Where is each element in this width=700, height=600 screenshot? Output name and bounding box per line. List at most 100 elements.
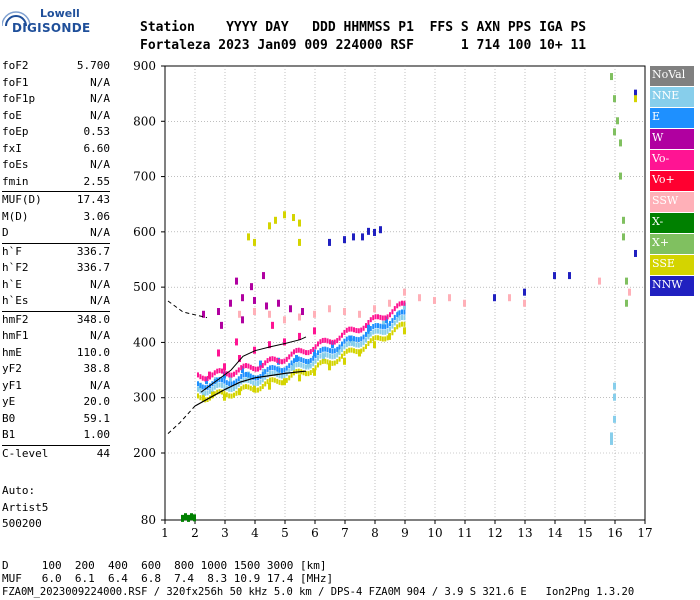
param-row: fmin 2.55 — [2, 174, 110, 191]
trace-point — [254, 387, 257, 393]
trace-point — [266, 366, 269, 372]
echo-point — [202, 310, 205, 318]
trace-point — [302, 363, 305, 369]
param-value: 336.7 — [76, 261, 110, 274]
trace-point — [321, 358, 324, 364]
trace-point — [252, 366, 255, 372]
trace-point — [293, 358, 295, 364]
trace-point — [240, 386, 243, 392]
param-label: foE — [2, 108, 22, 122]
trace-point — [252, 380, 255, 386]
param-value: 59.1 — [83, 411, 111, 425]
extrapolation-high — [167, 300, 208, 319]
trace-point — [389, 312, 391, 318]
trace-point — [391, 318, 394, 324]
footer-file-info: FZA0M_2023009224000.RSF / 320fx256h 50 k… — [2, 586, 635, 598]
trace-point — [389, 326, 391, 332]
extrapolation-low — [167, 405, 196, 434]
trace-point — [211, 372, 214, 378]
trace-point — [355, 328, 358, 334]
trace-point — [235, 378, 238, 384]
echo-point — [553, 272, 556, 280]
legend-item: E — [650, 108, 694, 128]
trace-point — [374, 335, 377, 341]
trace-point — [293, 349, 295, 355]
x-tick-label: 6 — [311, 526, 319, 540]
trace-point — [221, 389, 223, 395]
trace-point — [319, 360, 322, 366]
trace-point — [317, 362, 319, 368]
legend-item: Vo- — [650, 150, 694, 170]
trace-point — [276, 357, 279, 363]
param-label: M(D) — [2, 209, 29, 223]
trace-point — [264, 374, 267, 380]
param-value: 3.06 — [83, 209, 111, 223]
trace-point — [213, 391, 216, 397]
y-tick-label: 300 — [133, 391, 156, 405]
echo-point — [241, 366, 244, 374]
trace-point — [377, 314, 379, 320]
trace-point — [355, 342, 358, 348]
echo-point — [298, 374, 301, 382]
echo-point — [271, 321, 274, 329]
echo-point — [625, 299, 628, 307]
trace-point — [288, 363, 291, 369]
param-label: yF2 — [2, 362, 22, 375]
trace-point — [372, 324, 375, 330]
trace-point — [343, 344, 346, 350]
param-row: h`E N/A — [2, 277, 110, 294]
echo-point — [463, 299, 466, 307]
trace-point — [247, 363, 250, 369]
param-row: foEp 0.53 — [2, 124, 110, 141]
trace-point — [233, 371, 235, 377]
param-value: 0.53 — [83, 125, 111, 138]
trace-point — [254, 381, 257, 387]
trace-point — [281, 373, 283, 379]
trace-point — [369, 326, 372, 332]
trace-point — [336, 359, 339, 365]
auto-label: Auto: — [2, 484, 36, 497]
trace-point — [269, 370, 271, 376]
x-tick-label: 14 — [547, 526, 563, 540]
trace-point — [314, 344, 317, 350]
trace-point — [276, 378, 279, 384]
trace-point — [297, 356, 300, 362]
trace-point — [367, 328, 370, 334]
trace-point — [237, 388, 240, 394]
trace-point — [341, 341, 343, 347]
trace-point — [269, 365, 271, 371]
trace-point — [290, 366, 293, 372]
trace-point — [367, 334, 370, 340]
x-tick-label: 12 — [487, 526, 502, 540]
echo-point — [277, 366, 280, 374]
trace-point — [278, 379, 281, 385]
trace-point — [396, 317, 399, 323]
trace-point — [345, 342, 348, 348]
param-label: foEs — [2, 158, 29, 171]
trace-point — [249, 385, 252, 391]
param-value: N/A — [90, 277, 110, 291]
echo-point — [385, 316, 388, 324]
trace-point — [257, 380, 259, 386]
echo-point — [313, 310, 316, 318]
trace-point — [305, 364, 307, 370]
param-row: D N/A — [2, 225, 110, 242]
trace-point — [283, 367, 286, 373]
trace-point — [213, 370, 216, 376]
trace-point — [204, 376, 207, 382]
param-row: M(D) 3.06 — [2, 209, 110, 226]
trace-point — [381, 315, 384, 321]
echo-point — [298, 332, 301, 340]
trace-point — [300, 348, 303, 354]
trace-point — [240, 374, 243, 380]
y-tick-label: 80 — [141, 513, 156, 527]
trace-point — [319, 339, 322, 345]
echo-point — [616, 117, 619, 125]
trace-point — [228, 386, 231, 392]
x-tick-label: 5 — [281, 526, 289, 540]
logo-digisonde-text: DIGISONDE — [12, 21, 91, 35]
param-value: 17.43 — [76, 193, 110, 206]
echo-point — [418, 294, 421, 302]
trace-point — [204, 385, 207, 391]
